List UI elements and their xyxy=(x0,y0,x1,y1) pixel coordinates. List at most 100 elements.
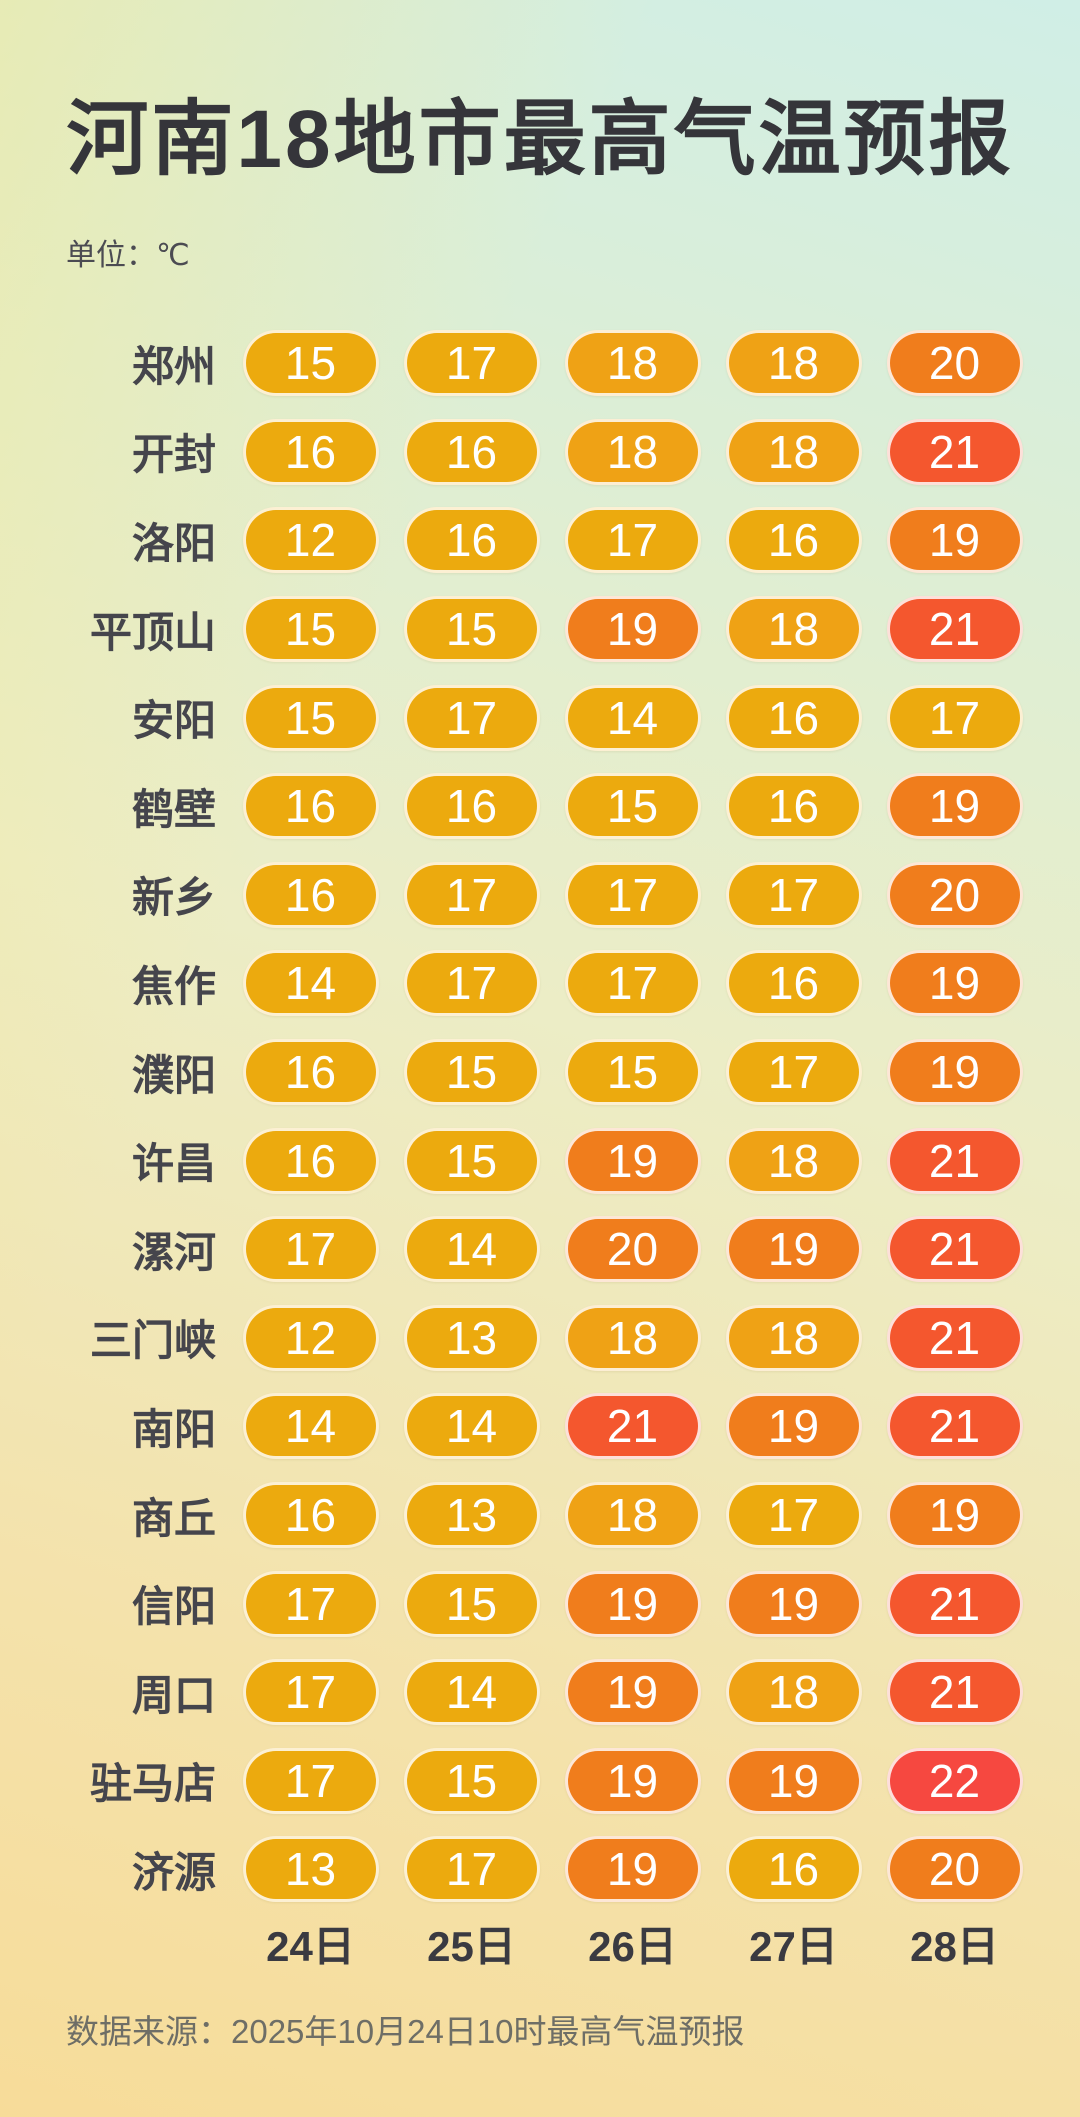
temperature-pill: 17 xyxy=(403,861,540,928)
temp-cell: 20 xyxy=(552,1216,713,1283)
temperature-pill: 20 xyxy=(886,861,1023,928)
city-label: 洛阳 xyxy=(131,519,216,567)
temperature-pill: 15 xyxy=(564,773,701,840)
temperature-pill: 16 xyxy=(242,1482,379,1549)
temperature-pill: 14 xyxy=(242,950,379,1017)
temp-cell: 15 xyxy=(391,596,552,663)
temp-cell: 19 xyxy=(874,950,1035,1017)
temperature-pill: 18 xyxy=(725,1127,862,1194)
temp-cell: 19 xyxy=(874,773,1035,840)
temperature-pill: 13 xyxy=(403,1482,540,1549)
temperature-pill: 16 xyxy=(403,507,540,574)
temperature-pill: 15 xyxy=(403,1039,540,1106)
temperature-pill: 21 xyxy=(886,1304,1023,1371)
temperature-pill: 22 xyxy=(886,1747,1023,1814)
temp-cell: 14 xyxy=(230,950,391,1017)
city-label: 许昌 xyxy=(131,1140,216,1188)
temp-cell: 14 xyxy=(391,1216,552,1283)
temperature-pill: 18 xyxy=(725,330,862,397)
temperature-pill: 18 xyxy=(725,596,862,663)
city-label: 三门峡 xyxy=(89,1317,216,1365)
temperature-pill: 19 xyxy=(886,1482,1023,1549)
city-label: 驻马店 xyxy=(89,1760,216,1808)
temp-cell: 19 xyxy=(713,1570,874,1637)
temp-cell: 15 xyxy=(391,1127,552,1194)
temp-cell: 17 xyxy=(713,1482,874,1549)
temperature-pill: 17 xyxy=(403,950,540,1017)
temp-cell: 16 xyxy=(230,1039,391,1106)
temp-cell: 17 xyxy=(230,1570,391,1637)
city-label: 南阳 xyxy=(131,1405,216,1453)
temperature-pill: 17 xyxy=(242,1659,379,1726)
temperature-pill: 18 xyxy=(725,418,862,485)
temp-cell: 13 xyxy=(391,1304,552,1371)
temp-cell: 17 xyxy=(713,861,874,928)
temperature-pill: 19 xyxy=(564,596,701,663)
temperature-pill: 19 xyxy=(725,1393,862,1460)
temperature-pill: 15 xyxy=(242,596,379,663)
date-axis-label: 26日 xyxy=(588,1922,677,1970)
temperature-pill: 14 xyxy=(403,1659,540,1726)
temperature-pill: 17 xyxy=(403,684,540,751)
temperature-pill: 16 xyxy=(403,773,540,840)
temperature-pill: 19 xyxy=(564,1570,701,1637)
temp-cell: 17 xyxy=(552,507,713,574)
temperature-pill: 15 xyxy=(403,1570,540,1637)
temp-cell: 14 xyxy=(552,684,713,751)
temp-cell: 14 xyxy=(391,1659,552,1726)
temp-cell: 21 xyxy=(874,1216,1035,1283)
temperature-pill: 19 xyxy=(886,1039,1023,1106)
temperature-pill: 19 xyxy=(564,1127,701,1194)
temperature-pill: 14 xyxy=(403,1216,540,1283)
temp-cell: 14 xyxy=(230,1393,391,1460)
temperature-pill: 17 xyxy=(242,1216,379,1283)
temperature-pill: 14 xyxy=(403,1393,540,1460)
city-label: 济源 xyxy=(131,1848,216,1896)
temp-cell: 17 xyxy=(391,1836,552,1903)
city-label: 焦作 xyxy=(131,962,216,1010)
temp-cell: 19 xyxy=(874,507,1035,574)
temp-cell: 16 xyxy=(713,507,874,574)
temp-cell: 19 xyxy=(713,1747,874,1814)
temperature-pill: 16 xyxy=(725,950,862,1017)
city-label: 信阳 xyxy=(131,1583,216,1631)
temperature-pill: 19 xyxy=(564,1836,701,1903)
temp-cell: 19 xyxy=(874,1482,1035,1549)
temp-cell: 15 xyxy=(391,1570,552,1637)
temperature-pill: 19 xyxy=(725,1570,862,1637)
temperature-pill: 21 xyxy=(886,1570,1023,1637)
temp-cell: 18 xyxy=(552,418,713,485)
temp-cell: 21 xyxy=(874,418,1035,485)
temperature-pill: 18 xyxy=(725,1304,862,1371)
temperature-pill: 16 xyxy=(242,773,379,840)
temp-cell: 16 xyxy=(713,684,874,751)
temperature-pill: 14 xyxy=(564,684,701,751)
temp-cell: 19 xyxy=(552,1659,713,1726)
temp-cell: 16 xyxy=(713,773,874,840)
temp-cell: 21 xyxy=(874,1659,1035,1726)
temperature-pill: 15 xyxy=(403,1127,540,1194)
city-label: 郑州 xyxy=(131,342,216,390)
temp-cell: 15 xyxy=(552,1039,713,1106)
temp-cell: 15 xyxy=(391,1039,552,1106)
city-label: 安阳 xyxy=(131,697,216,745)
temperature-pill: 17 xyxy=(242,1570,379,1637)
temp-cell: 17 xyxy=(874,684,1035,751)
temp-cell: 21 xyxy=(552,1393,713,1460)
temperature-table: 郑州 15 17 18 18 20 开封 16 16 18 18 21 洛阳 12 16 17 16 19 平顶山 1… xyxy=(65,319,1035,1914)
temperature-pill: 15 xyxy=(403,596,540,663)
temp-cell: 17 xyxy=(391,861,552,928)
city-label: 商丘 xyxy=(131,1494,216,1542)
temperature-pill: 14 xyxy=(242,1393,379,1460)
temperature-pill: 20 xyxy=(564,1216,701,1283)
temp-cell: 18 xyxy=(713,1304,874,1371)
temp-cell: 22 xyxy=(874,1747,1035,1814)
temp-cell: 19 xyxy=(713,1216,874,1283)
temperature-pill: 20 xyxy=(886,330,1023,397)
temperature-pill: 18 xyxy=(564,330,701,397)
temp-cell: 21 xyxy=(874,1127,1035,1194)
temperature-pill: 21 xyxy=(886,1659,1023,1726)
temp-cell: 19 xyxy=(552,1127,713,1194)
temp-cell: 18 xyxy=(713,1127,874,1194)
